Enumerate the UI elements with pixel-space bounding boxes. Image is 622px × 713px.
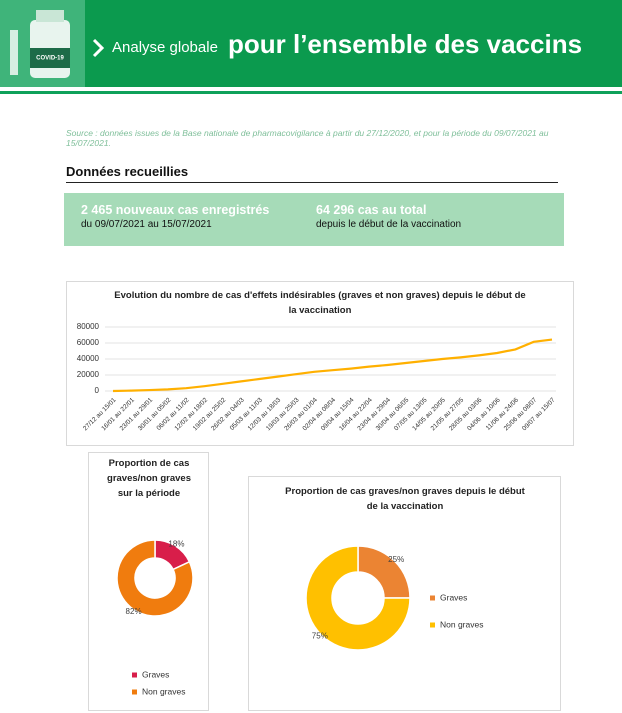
chart-frame — [248, 476, 561, 711]
data-line — [112, 338, 553, 393]
logo-text: COVID-19 — [36, 56, 64, 62]
legend-label: Non graves — [142, 686, 185, 696]
section-title: Données recueillies — [66, 164, 558, 183]
stat-detail: du 09/07/2021 au 15/07/2021 — [81, 219, 212, 230]
legend-swatch — [430, 622, 435, 628]
donut-slice — [116, 539, 194, 617]
legend-label: Non graves — [440, 619, 483, 629]
chart-frame — [88, 452, 209, 711]
stats-box: 2 465 nouveaux cas enregistrés du 09/07/… — [64, 193, 564, 246]
legend-label: Graves — [440, 592, 467, 602]
chart-title: Evolution du nombre de cas d'effets indé… — [114, 290, 526, 316]
data-label: 25% — [388, 555, 404, 564]
source-note: Source : données issues de la Base natio… — [66, 128, 549, 148]
header-subtitle: Analyse globale — [112, 39, 218, 56]
y-tick-label: 0 — [95, 386, 100, 395]
stat-value: 64 296 cas au total — [316, 203, 427, 217]
header-banner: COVID-19 Analyse globale pour l’ensemble… — [0, 0, 622, 94]
chart-frame — [66, 281, 574, 446]
stat-value: 2 465 nouveaux cas enregistrés — [81, 203, 270, 217]
chart-title: Proportion de cas graves/non graves depu… — [285, 486, 525, 512]
header-title: pour l’ensemble des vaccins — [228, 29, 582, 59]
data-label: 18% — [168, 539, 184, 548]
y-tick-label: 60000 — [77, 338, 100, 347]
x-tick-label: 09/07 au 15/07 — [521, 396, 557, 432]
legend-swatch — [132, 672, 137, 678]
data-label: 82% — [126, 607, 142, 616]
y-tick-label: 80000 — [77, 322, 100, 331]
legend-label: Graves — [142, 669, 169, 679]
stat-detail: depuis le début de la vaccination — [316, 219, 462, 230]
data-label: 75% — [312, 631, 328, 640]
donut-slice — [357, 545, 411, 599]
chart-title: Proportion de cas graves/non graves sur … — [107, 458, 191, 499]
donut-slice — [305, 545, 411, 651]
y-tick-label: 40000 — [77, 354, 100, 363]
legend-swatch — [132, 689, 137, 695]
y-tick-label: 20000 — [77, 370, 100, 379]
legend-swatch — [430, 595, 435, 601]
